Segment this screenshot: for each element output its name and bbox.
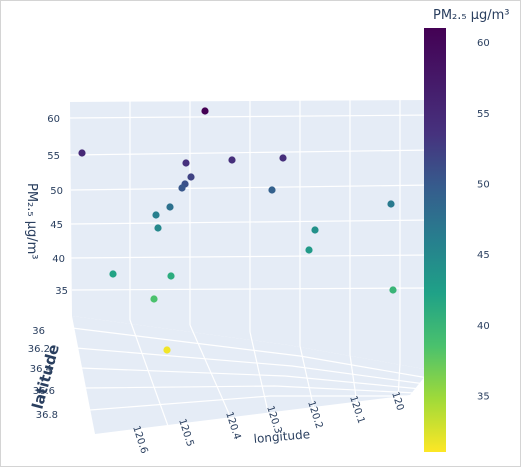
x-axis-title: longitude <box>253 427 311 446</box>
colorbar-tick-label: 35 <box>477 391 490 402</box>
z-axis-ticks: 60 55 50 45 40 35 <box>47 114 68 297</box>
data-point <box>78 149 86 157</box>
data-point <box>178 184 186 192</box>
colorbar-tick-label: 60 <box>477 38 490 49</box>
data-point <box>109 270 117 278</box>
colorbar-tick-label: 40 <box>477 321 490 332</box>
y-axis-ticks: 36 36.2 36.4 36.6 36.8 <box>28 326 58 421</box>
y-tick-label: 36 <box>32 326 45 337</box>
data-point <box>389 286 397 294</box>
data-point <box>152 211 160 219</box>
data-point <box>154 224 162 232</box>
data-point <box>279 154 287 162</box>
data-point <box>305 246 313 254</box>
z-tick-label: 35 <box>55 286 68 297</box>
z-tick-label: 55 <box>47 151 60 162</box>
z-tick-label: 40 <box>52 254 65 265</box>
data-point <box>163 346 171 354</box>
data-point <box>268 186 276 194</box>
data-point <box>201 107 209 115</box>
data-point <box>166 203 174 211</box>
colorbar-tick-label: 45 <box>477 250 490 261</box>
colorbar <box>424 28 446 452</box>
z-tick-label: 50 <box>50 186 63 197</box>
grid-lines <box>69 100 435 427</box>
y-tick-label: 36.8 <box>36 410 58 421</box>
data-point <box>150 295 158 303</box>
data-point <box>311 226 319 234</box>
z-tick-label: 60 <box>47 114 60 125</box>
data-point <box>167 272 175 280</box>
y-tick-label: 36.4 <box>30 364 52 375</box>
colorbar-tick-label: 50 <box>477 179 490 190</box>
colorbar-ticks: 35 40 45 50 55 60 <box>477 38 490 402</box>
back-wall-pane <box>70 100 434 370</box>
data-points <box>78 107 397 354</box>
data-point <box>387 200 395 208</box>
data-point <box>228 156 236 164</box>
y-tick-label: 36.6 <box>33 386 55 397</box>
colorbar-tick-label: 55 <box>477 109 490 120</box>
colorbar-title: PM₂.₅ μg/m³ <box>433 8 510 23</box>
y-tick-label: 36.2 <box>28 344 50 355</box>
z-axis-title: PM₂.₅ μg/m³ <box>24 183 39 260</box>
data-point <box>182 159 190 167</box>
data-point <box>187 173 195 181</box>
x-tick-label: 120.5 <box>176 418 195 449</box>
z-tick-label: 45 <box>50 220 63 231</box>
x-tick-label: 120.6 <box>130 425 149 456</box>
